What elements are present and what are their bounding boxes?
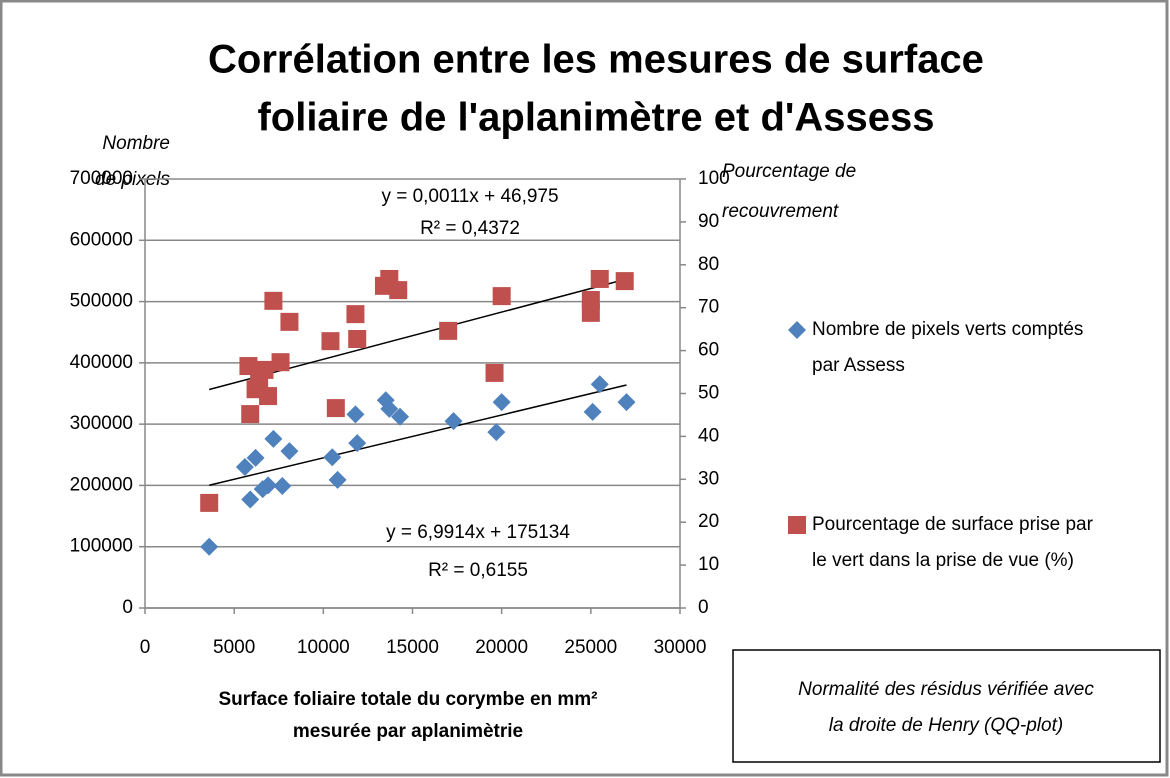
y2-tick-label: 70 bbox=[698, 297, 719, 318]
x-tick-label: 30000 bbox=[654, 637, 707, 658]
y-tick-label: 700000 bbox=[70, 168, 133, 189]
y2-tick-label: 10 bbox=[698, 554, 719, 575]
point bbox=[200, 537, 219, 556]
point bbox=[273, 477, 292, 496]
point bbox=[590, 375, 609, 394]
chart-title: Corrélation entre les mesures de surface bbox=[208, 38, 984, 82]
point bbox=[485, 363, 504, 382]
point bbox=[444, 412, 463, 431]
point bbox=[348, 330, 367, 349]
point bbox=[259, 476, 278, 495]
point bbox=[581, 303, 600, 322]
point bbox=[492, 287, 511, 306]
y-axis-label: de pixels bbox=[95, 169, 170, 190]
point bbox=[389, 281, 408, 300]
point bbox=[200, 493, 219, 512]
x-tick-label: 0 bbox=[140, 637, 151, 658]
point bbox=[280, 312, 299, 331]
chart-title: foliaire de l'aplanimètre et d'Assess bbox=[257, 96, 934, 140]
y2-tick-label: 20 bbox=[698, 511, 719, 532]
point bbox=[280, 442, 299, 461]
point bbox=[323, 448, 342, 467]
y2-tick-label: 90 bbox=[698, 211, 719, 232]
y-tick-label: 500000 bbox=[70, 291, 133, 312]
point bbox=[615, 272, 634, 291]
trendline-equation: y = 0,0011x + 46,975 bbox=[381, 186, 558, 207]
legend-marker bbox=[788, 321, 806, 339]
legend-label: Nombre de pixels verts comptés bbox=[812, 319, 1083, 340]
point bbox=[439, 321, 458, 340]
y2-tick-label: 100 bbox=[698, 168, 730, 189]
y2-tick-label: 50 bbox=[698, 383, 719, 404]
point bbox=[590, 269, 609, 288]
x-tick-label: 10000 bbox=[297, 637, 350, 658]
x-tick-label: 25000 bbox=[564, 637, 617, 658]
point bbox=[391, 407, 410, 426]
y-tick-label: 200000 bbox=[70, 474, 133, 495]
point bbox=[271, 353, 290, 372]
annotation-box bbox=[732, 649, 1161, 763]
point bbox=[348, 434, 367, 453]
point bbox=[492, 393, 511, 412]
y2-tick-label: 60 bbox=[698, 340, 719, 361]
legend-marker bbox=[788, 516, 806, 534]
y-tick-label: 0 bbox=[122, 597, 133, 618]
annotation: la droite de Henry (QQ-plot) bbox=[829, 715, 1063, 736]
trendline-equation: y = 6,9914x + 175134 bbox=[386, 522, 570, 543]
point bbox=[259, 387, 278, 406]
y2-tick-label: 40 bbox=[698, 425, 719, 446]
y-tick-label: 600000 bbox=[70, 229, 133, 250]
y-tick-label: 300000 bbox=[70, 413, 133, 434]
point bbox=[321, 332, 340, 351]
y2-axis-label: recouvrement bbox=[722, 201, 839, 222]
trendline bbox=[209, 384, 627, 486]
legend-label: le vert dans la prise de vue (%) bbox=[812, 550, 1074, 571]
annotation: Normalité des résidus vérifiée avec bbox=[798, 679, 1094, 700]
point bbox=[487, 423, 506, 442]
point bbox=[346, 305, 365, 324]
point bbox=[246, 448, 265, 467]
point bbox=[255, 360, 274, 379]
point bbox=[264, 429, 283, 448]
point bbox=[241, 490, 260, 509]
y-tick-label: 400000 bbox=[70, 352, 133, 373]
point bbox=[239, 357, 258, 376]
y-tick-label: 100000 bbox=[70, 536, 133, 557]
trendline-r-squared: R² = 0,6155 bbox=[428, 560, 528, 581]
x-tick-label: 20000 bbox=[475, 637, 528, 658]
y2-tick-label: 0 bbox=[698, 597, 709, 618]
point bbox=[235, 458, 254, 477]
point bbox=[328, 470, 347, 489]
x-axis-label: Surface foliaire totale du corymbe en mm… bbox=[218, 689, 597, 710]
x-axis-label: mesurée par aplanimètrie bbox=[293, 721, 523, 742]
point bbox=[380, 399, 399, 418]
point bbox=[264, 291, 283, 310]
point bbox=[583, 402, 602, 421]
x-tick-label: 15000 bbox=[386, 637, 439, 658]
trendline-r-squared: R² = 0,4372 bbox=[420, 218, 520, 239]
y2-tick-label: 30 bbox=[698, 468, 719, 489]
legend-label: par Assess bbox=[812, 355, 905, 376]
y2-axis-label: Pourcentage de bbox=[722, 161, 856, 182]
x-tick-label: 5000 bbox=[213, 637, 255, 658]
point bbox=[617, 393, 636, 412]
legend-label: Pourcentage de surface prise par bbox=[812, 514, 1094, 535]
point bbox=[326, 399, 345, 418]
y-axis-label: Nombre bbox=[102, 133, 170, 154]
point bbox=[241, 405, 260, 424]
point bbox=[346, 405, 365, 424]
y2-tick-label: 80 bbox=[698, 254, 719, 275]
